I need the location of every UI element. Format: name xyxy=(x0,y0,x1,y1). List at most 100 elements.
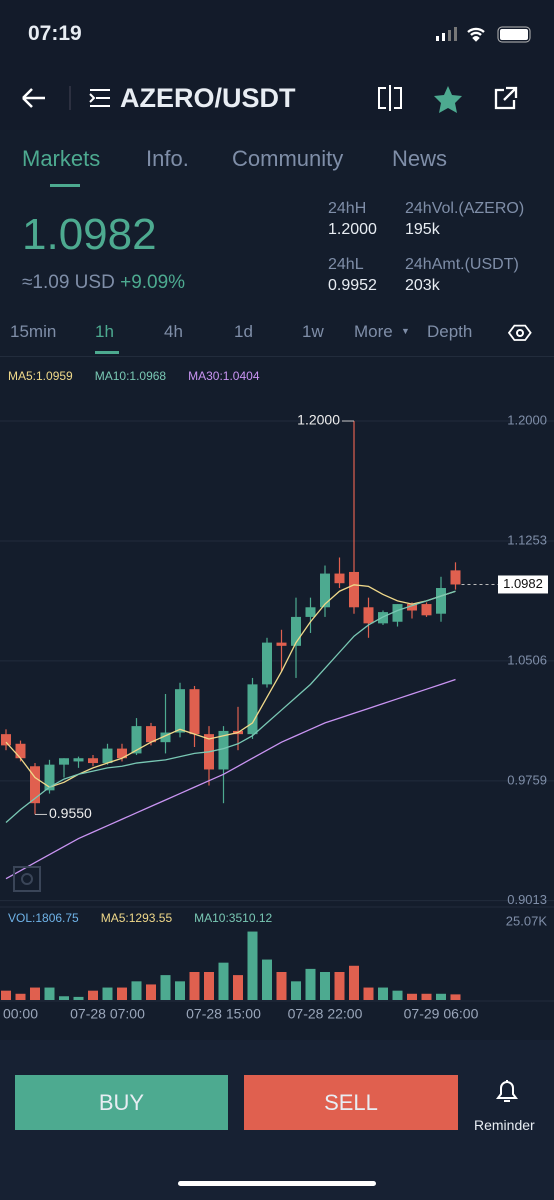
candle-body xyxy=(291,616,301,646)
buy-button[interactable]: BUY xyxy=(15,1075,228,1130)
candle-body xyxy=(247,684,258,735)
candle-body xyxy=(305,607,316,617)
candle-body xyxy=(102,748,113,764)
nav-icons[interactable] xyxy=(18,80,538,116)
volume-bar xyxy=(146,984,156,1000)
volume-bar xyxy=(349,965,359,1000)
annotation-label: 0.9550 xyxy=(49,805,92,821)
x-tick-label: 07-29 06:00 xyxy=(404,1006,479,1022)
volume-legend: VOL:1806.75 xyxy=(8,911,79,925)
interval[interactable]: Depth xyxy=(427,322,473,341)
candle-body xyxy=(436,588,446,614)
last-price: 1.0982 xyxy=(22,210,157,259)
tab[interactable]: Community xyxy=(232,146,344,171)
last-price-tag xyxy=(498,575,548,594)
x-tick-label: 07-28 07:00 xyxy=(70,1006,145,1022)
interval-indicator xyxy=(95,351,119,354)
volume-legend: MA10:3510.12 xyxy=(194,911,272,925)
y-tick-label: 1.1253 xyxy=(507,532,547,547)
volume-bar xyxy=(450,994,461,1000)
ma-line xyxy=(5,590,456,823)
usd-price: ≈1.09 USD xyxy=(22,272,115,293)
stat-label: 24hVol.(AZERO) xyxy=(405,200,525,217)
volume-bar xyxy=(291,981,301,1000)
x-tick-label: 07-28 22:00 xyxy=(288,1006,363,1022)
candle-body xyxy=(334,573,345,584)
volume-bar xyxy=(204,971,214,1000)
candle-body xyxy=(349,571,359,608)
dropdown-arrow: ▼ xyxy=(401,326,410,336)
candle-body xyxy=(59,758,69,765)
candle-body xyxy=(363,607,374,624)
settings-icon[interactable] xyxy=(508,321,532,345)
kline-chart: MA5:1.0959 MA10:1.0968 MA30:1.0404 1.2000 1.… xyxy=(0,369,554,1022)
stat-value: 195k xyxy=(405,221,440,238)
y-tick-label: 1.2000 xyxy=(507,412,547,427)
candle-body xyxy=(15,743,26,759)
interval[interactable]: More xyxy=(354,322,393,341)
stat-value: 203k xyxy=(405,277,440,294)
tab[interactable]: Info. xyxy=(146,146,189,171)
volume-bar xyxy=(276,971,287,1000)
volume-bar xyxy=(1,990,11,1000)
volume-bar xyxy=(160,975,171,1000)
top-area xyxy=(0,0,554,130)
watermark-icon xyxy=(21,873,33,885)
stat-label: 24hAmt.(USDT) xyxy=(405,256,519,273)
candle-body xyxy=(160,732,171,743)
volume-bar xyxy=(392,990,403,1000)
candle-body xyxy=(117,748,127,759)
volume-bar xyxy=(421,993,432,1000)
interval[interactable]: 15min xyxy=(10,322,57,341)
volume-tick-label: 25.07K xyxy=(506,913,548,928)
x-tick-label: 00:00 xyxy=(3,1006,38,1022)
tab[interactable]: News xyxy=(392,146,448,171)
sell-button[interactable]: SELL xyxy=(244,1075,458,1130)
candle-body xyxy=(407,604,417,611)
candle-body xyxy=(320,573,330,608)
legend-entry: MA30:1.0404 xyxy=(188,369,260,383)
stat-value: 1.2000 xyxy=(328,221,377,238)
volume-bar xyxy=(88,990,98,1000)
candle-body xyxy=(1,734,11,746)
candle-body xyxy=(450,570,461,585)
reminder-label[interactable]: Reminder xyxy=(474,1117,535,1133)
tab[interactable]: Markets xyxy=(22,146,101,171)
candle-body xyxy=(175,689,185,733)
candle-body xyxy=(189,689,200,735)
last-price-label: 1.0982 xyxy=(503,576,543,591)
volume-bar xyxy=(131,981,142,1000)
interval[interactable]: 1d xyxy=(234,322,253,341)
volume-bar xyxy=(102,987,113,1000)
volume-legend: MA5:1293.55 xyxy=(101,911,173,925)
stat: 24hH 1.2000 xyxy=(328,198,377,240)
tab-bar: Markets Info. Community News xyxy=(0,146,554,196)
volume-bar xyxy=(436,993,446,1000)
status-icons xyxy=(436,26,531,43)
candle-body xyxy=(262,642,272,685)
interval[interactable]: 1h xyxy=(95,322,114,341)
candle-body xyxy=(30,766,40,804)
interval-bar: 15min 1h 4h 1d 1w More ▼ Depth xyxy=(0,322,554,357)
stat-value: 0.9952 xyxy=(328,277,377,294)
stat: 24hVol.(AZERO) 195k xyxy=(405,198,524,240)
y-tick-label: 1.0506 xyxy=(507,652,547,667)
price-sub: ≈1.09 USD +9.09% xyxy=(22,272,185,294)
interval[interactable]: 1w xyxy=(302,322,324,341)
volume-bar xyxy=(363,987,374,1000)
candle-body xyxy=(392,604,403,622)
volume-bar xyxy=(320,971,330,1000)
volume-bar xyxy=(334,971,345,1000)
volume-bar xyxy=(175,981,185,1000)
stat: 24hL 0.9952 xyxy=(328,254,377,296)
volume-bar xyxy=(117,987,127,1000)
volume-bar xyxy=(73,996,84,1000)
x-tick-label: 07-28 15:00 xyxy=(186,1006,261,1022)
stat-label: 24hL xyxy=(328,256,364,273)
interval[interactable]: 4h xyxy=(164,322,183,341)
bell-icon[interactable] xyxy=(494,1078,520,1106)
tab-indicator xyxy=(50,184,80,187)
volume-bar xyxy=(262,959,272,1000)
watermark-icon xyxy=(13,866,41,892)
